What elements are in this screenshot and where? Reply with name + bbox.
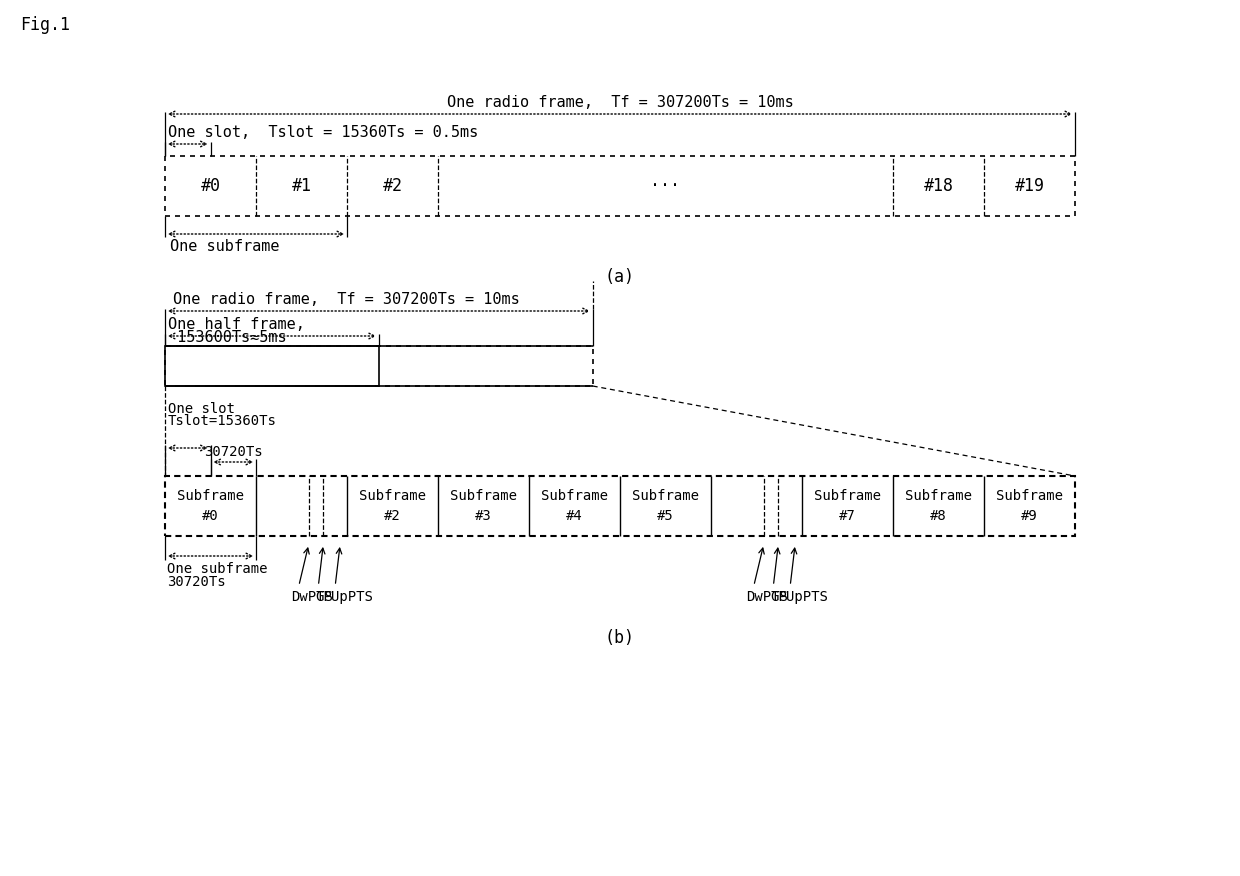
Text: 153600Ts≈5ms: 153600Ts≈5ms xyxy=(167,330,286,345)
Text: One subframe: One subframe xyxy=(167,562,268,576)
Bar xyxy=(165,346,593,386)
Text: (a): (a) xyxy=(605,268,635,286)
Text: 30720Ts: 30720Ts xyxy=(203,445,263,459)
Text: Subframe
#8: Subframe #8 xyxy=(905,490,972,523)
Text: Tslot=15360Ts: Tslot=15360Ts xyxy=(167,414,277,428)
Text: DwPTS: DwPTS xyxy=(745,590,787,604)
Text: Fig.1: Fig.1 xyxy=(20,16,69,34)
Text: #19: #19 xyxy=(1014,177,1044,195)
Bar xyxy=(165,346,379,386)
Text: One slot,  Tslot = 15360Ts = 0.5ms: One slot, Tslot = 15360Ts = 0.5ms xyxy=(167,125,479,140)
Text: GP: GP xyxy=(315,590,332,604)
Text: GP: GP xyxy=(770,590,787,604)
Text: Subframe
#0: Subframe #0 xyxy=(177,490,244,523)
Bar xyxy=(165,476,1075,536)
Text: #0: #0 xyxy=(201,177,221,195)
Text: One slot: One slot xyxy=(167,402,236,416)
Text: Subframe
#9: Subframe #9 xyxy=(996,490,1063,523)
Text: (b): (b) xyxy=(605,629,635,647)
Text: Subframe
#7: Subframe #7 xyxy=(813,490,880,523)
Text: Subframe
#5: Subframe #5 xyxy=(632,490,699,523)
Bar xyxy=(165,156,1075,216)
Text: #2: #2 xyxy=(382,177,403,195)
Text: UpPTS: UpPTS xyxy=(331,590,373,604)
Text: Subframe
#2: Subframe #2 xyxy=(360,490,427,523)
Text: #18: #18 xyxy=(924,177,954,195)
Text: ···: ··· xyxy=(651,177,681,195)
Text: One subframe: One subframe xyxy=(170,239,279,254)
Text: One half frame,: One half frame, xyxy=(167,317,305,332)
Text: One radio frame,  Tf = 307200Ts = 10ms: One radio frame, Tf = 307200Ts = 10ms xyxy=(174,292,520,307)
Text: #1: #1 xyxy=(291,177,311,195)
Text: One radio frame,  Tf = 307200Ts = 10ms: One radio frame, Tf = 307200Ts = 10ms xyxy=(446,95,794,110)
Text: UpPTS: UpPTS xyxy=(786,590,828,604)
Text: Subframe
#3: Subframe #3 xyxy=(450,490,517,523)
Text: Subframe
#4: Subframe #4 xyxy=(541,490,608,523)
Text: 30720Ts: 30720Ts xyxy=(167,575,226,589)
Text: DwPTS: DwPTS xyxy=(290,590,332,604)
